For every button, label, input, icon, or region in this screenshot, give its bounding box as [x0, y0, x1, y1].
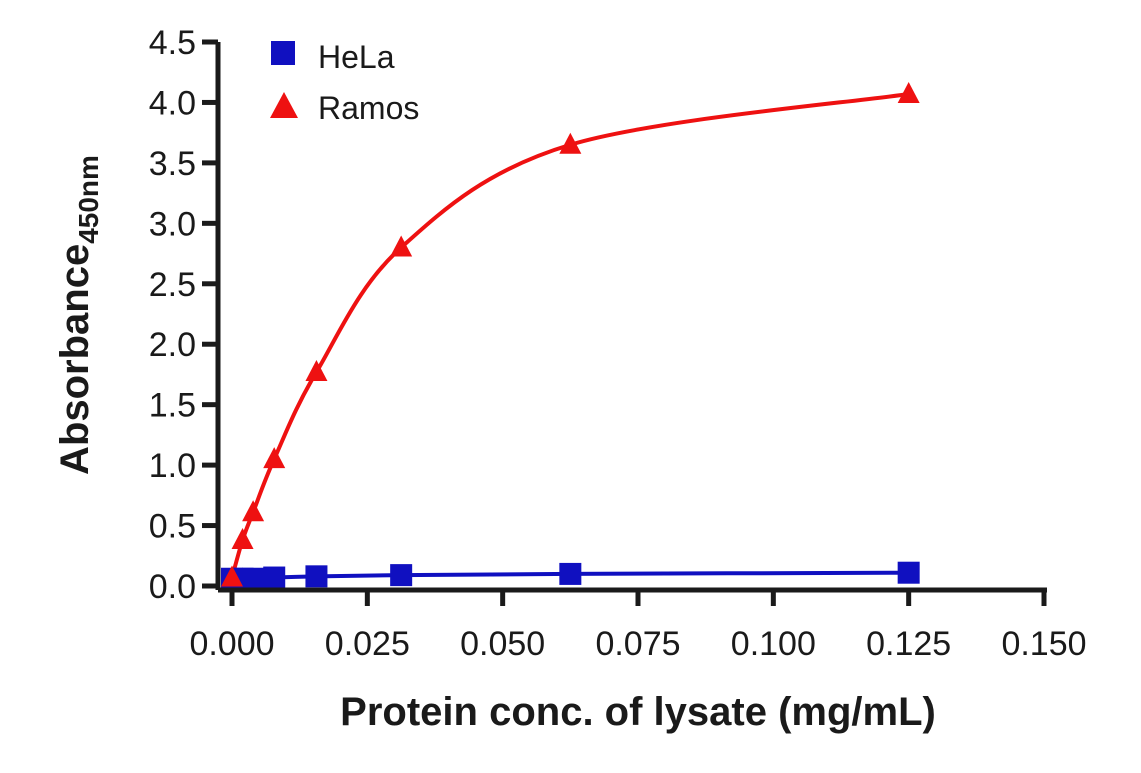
- y-tick-label: 1.5: [149, 387, 196, 425]
- series-line-ramos: [230, 92, 909, 579]
- data-point-ramos: [221, 565, 243, 587]
- data-point-hela: [559, 562, 582, 585]
- y-axis-label: Absorbance450nm: [53, 155, 104, 475]
- legend-marker-hela: [271, 41, 295, 65]
- y-tick-label: 0.0: [149, 568, 196, 606]
- data-point-hela: [242, 567, 265, 590]
- data-point-ramos: [263, 447, 286, 469]
- legend-marker-ramos: [270, 92, 298, 118]
- axes: 0.000 0.025 0.050 0.075 0.100 0.125 0.150 0.0 0.…: [149, 24, 1087, 663]
- x-tick-label: 0.000: [189, 625, 274, 663]
- x-tick-label: 0.050: [460, 625, 545, 663]
- x-tick-label: 0.150: [1001, 625, 1086, 663]
- x-tick-label: 0.100: [731, 625, 816, 663]
- data-point-hela: [897, 561, 920, 584]
- x-tick-label: 0.075: [595, 625, 680, 663]
- y-tick-label: 1.0: [149, 447, 196, 485]
- data-point-hela: [390, 564, 413, 587]
- y-tick-label: 4.0: [149, 84, 196, 122]
- y-tick-label: 2.0: [149, 326, 196, 364]
- data-point-hela: [263, 566, 286, 589]
- y-tick-label: 2.5: [149, 266, 196, 304]
- data-point-hela: [305, 565, 328, 588]
- y-tick-label: 4.5: [149, 24, 196, 62]
- x-tick-label: 0.125: [866, 625, 951, 663]
- series-markers: [221, 81, 920, 590]
- y-axis-label-main: Absorbance: [53, 244, 97, 475]
- data-point-ramos: [390, 235, 413, 257]
- x-axis-label: Protein conc. of lysate (mg/mL): [340, 690, 936, 734]
- data-point-ramos: [305, 360, 328, 382]
- y-tick-label: 0.5: [149, 508, 196, 546]
- series-lines: [230, 92, 909, 581]
- x-tick-label: 0.025: [325, 625, 410, 663]
- legend-label-hela: HeLa: [318, 39, 395, 75]
- data-point-ramos: [242, 500, 265, 522]
- legend-label-ramos: Ramos: [318, 90, 419, 126]
- legend: HeLa Ramos: [270, 39, 419, 126]
- data-point-ramos: [231, 528, 254, 550]
- y-tick-label: 3.0: [149, 205, 196, 243]
- data-point-ramos: [897, 81, 920, 103]
- data-point-ramos: [559, 132, 582, 154]
- y-tick-label: 3.5: [149, 145, 196, 183]
- y-axis-label-subscript: 450nm: [73, 155, 104, 244]
